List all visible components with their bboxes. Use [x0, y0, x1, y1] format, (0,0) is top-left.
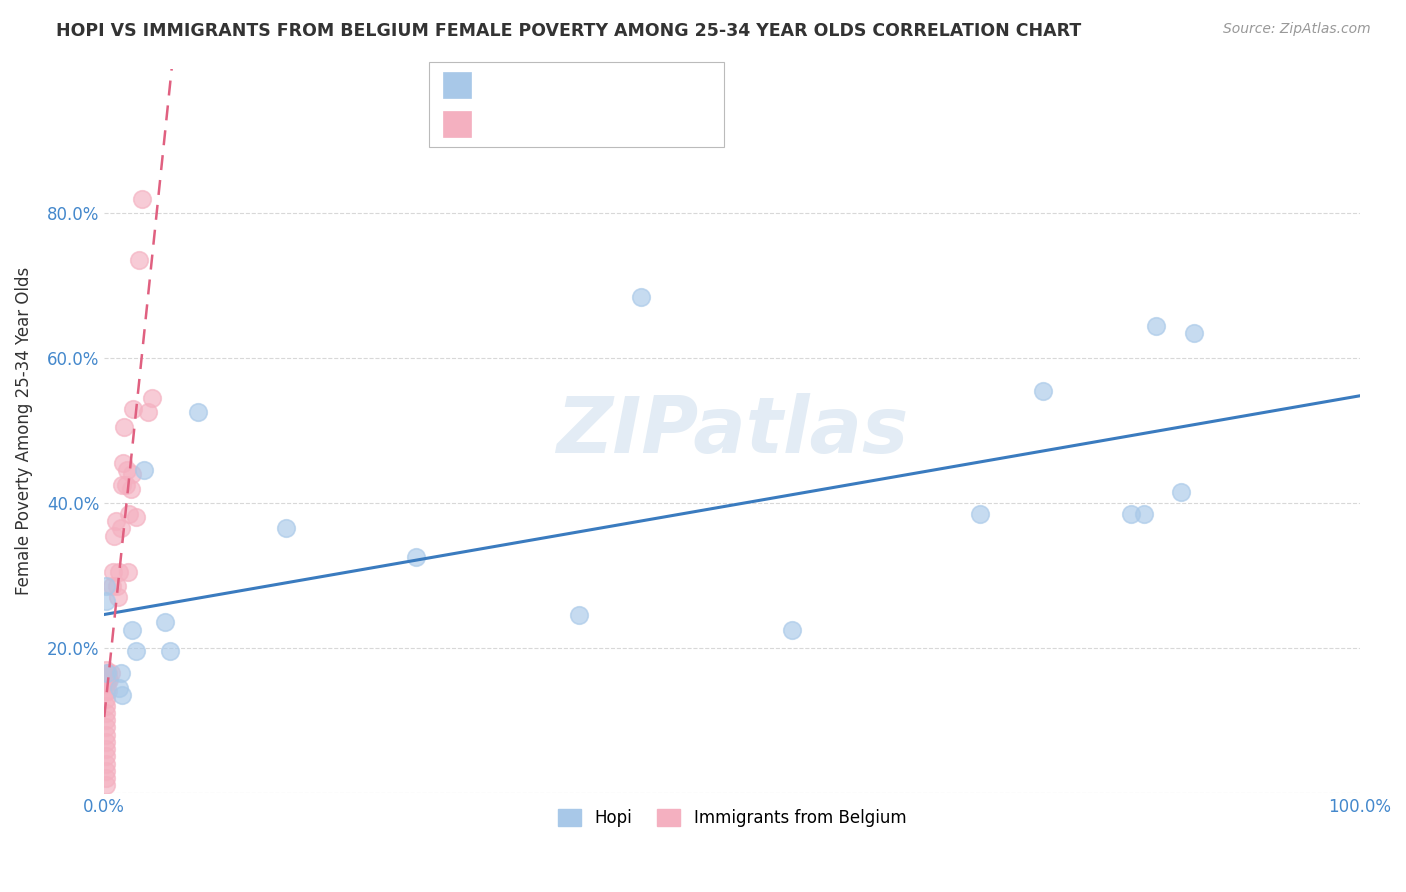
Point [94, 579, 117, 593]
Point [120, 482, 142, 496]
Point [1144, 318, 1167, 333]
Text: R =: R = [479, 115, 516, 133]
Point [115, 463, 138, 477]
Text: ZIPatlas: ZIPatlas [555, 392, 908, 468]
Point [159, 644, 181, 658]
Point [94, 771, 117, 785]
Point [118, 507, 141, 521]
Point [568, 608, 591, 623]
Point [969, 507, 991, 521]
Point [94, 684, 117, 698]
Point [94, 721, 117, 735]
Point [128, 253, 150, 268]
Point [111, 688, 134, 702]
Text: HOPI VS IMMIGRANTS FROM BELGIUM FEMALE POVERTY AMONG 25-34 YEAR OLDS CORRELATION: HOPI VS IMMIGRANTS FROM BELGIUM FEMALE P… [56, 22, 1081, 40]
Point [104, 514, 127, 528]
Point [405, 550, 427, 565]
Point [97, 684, 120, 698]
Point [94, 677, 117, 691]
Point [124, 510, 146, 524]
Point [94, 670, 117, 684]
Point [107, 590, 129, 604]
Point [136, 405, 159, 419]
Point [101, 565, 124, 579]
Point [94, 706, 117, 720]
Point [94, 742, 117, 756]
Point [94, 756, 117, 771]
Text: 0.369: 0.369 [510, 115, 562, 133]
Point [1170, 485, 1192, 500]
Text: R =: R = [479, 76, 516, 94]
Point [114, 478, 136, 492]
Text: N =: N = [568, 76, 616, 94]
Point [153, 615, 176, 630]
Point [112, 456, 135, 470]
Point [97, 666, 120, 681]
Text: 24: 24 [610, 76, 634, 94]
Point [94, 698, 117, 713]
Y-axis label: Female Poverty Among 25-34 Year Olds: Female Poverty Among 25-34 Year Olds [15, 267, 32, 595]
Point [105, 579, 128, 593]
Point [100, 666, 122, 681]
Point [110, 521, 132, 535]
Point [117, 565, 139, 579]
Point [94, 749, 117, 764]
Point [1032, 384, 1054, 398]
Point [1119, 507, 1142, 521]
Point [94, 779, 117, 793]
Point [94, 764, 117, 778]
Point [94, 663, 117, 677]
Point [131, 192, 153, 206]
Text: 0.610: 0.610 [510, 76, 562, 94]
Point [110, 666, 132, 681]
Point [121, 467, 143, 481]
Point [98, 673, 121, 688]
Point [108, 565, 131, 579]
Point [187, 405, 209, 419]
Point [134, 463, 156, 477]
Point [630, 290, 652, 304]
Point [1132, 507, 1154, 521]
Point [94, 673, 117, 688]
Point [112, 420, 135, 434]
Point [94, 691, 117, 706]
Point [780, 623, 803, 637]
Point [97, 673, 120, 688]
Point [141, 391, 163, 405]
Point [96, 666, 118, 681]
Text: Source: ZipAtlas.com: Source: ZipAtlas.com [1223, 22, 1371, 37]
Point [101, 579, 124, 593]
Point [276, 521, 298, 535]
Point [94, 728, 117, 742]
Text: 46: 46 [610, 115, 633, 133]
Legend: Hopi, Immigrants from Belgium: Hopi, Immigrants from Belgium [550, 800, 914, 835]
Text: N =: N = [568, 115, 616, 133]
Point [94, 713, 117, 727]
Point [108, 681, 131, 695]
Point [94, 735, 117, 749]
Point [122, 401, 145, 416]
Point [1182, 326, 1205, 340]
Point [121, 623, 143, 637]
Point [94, 593, 117, 607]
Point [124, 644, 146, 658]
Point [111, 478, 134, 492]
Point [103, 528, 125, 542]
